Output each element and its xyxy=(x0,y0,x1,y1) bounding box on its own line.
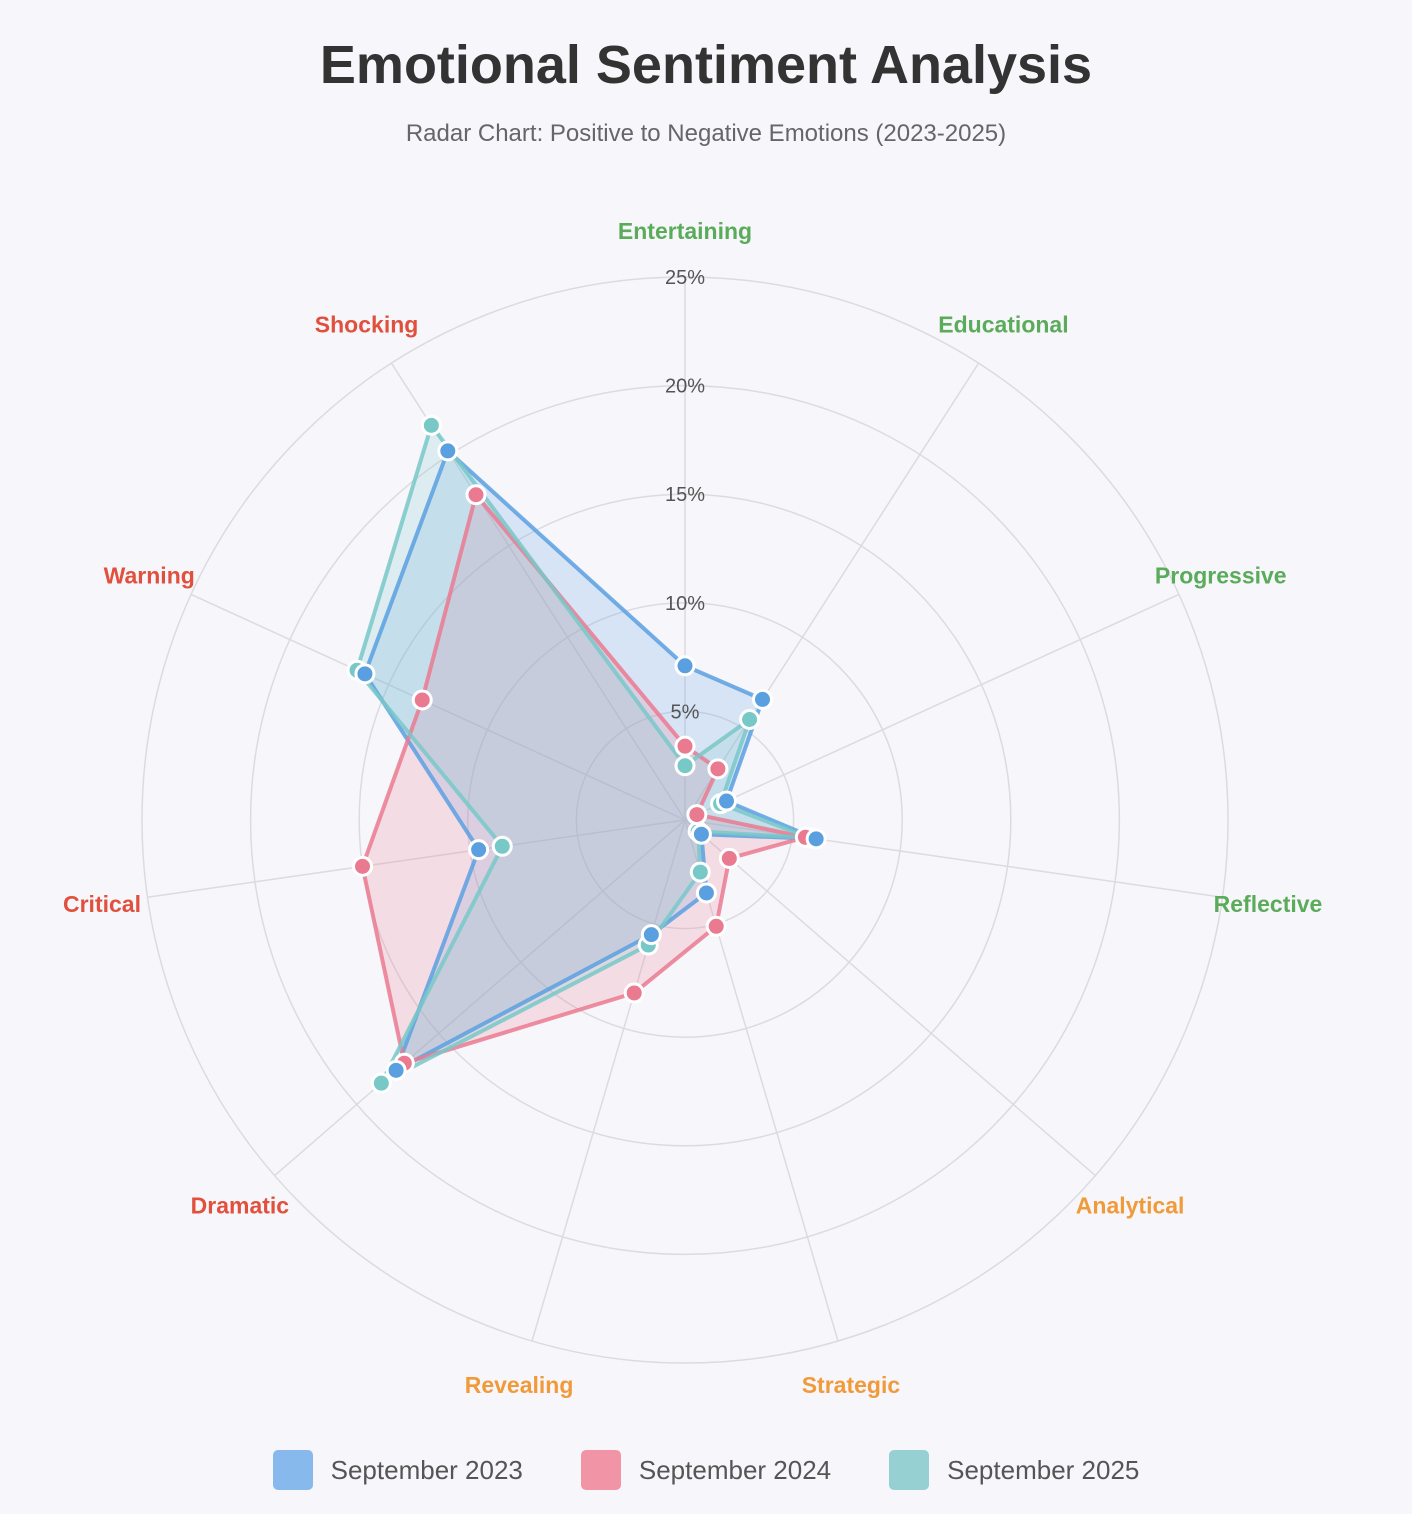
data-point xyxy=(705,915,727,937)
legend-label: September 2025 xyxy=(947,1454,1140,1485)
legend-item-september-2025[interactable]: September 2025 xyxy=(889,1450,1139,1490)
axis-label-shocking: Shocking xyxy=(315,312,419,338)
axis-labels: Entertaining Educational Progressive Reflec… xyxy=(63,218,1322,1398)
axis-spoke xyxy=(684,593,1180,821)
data-point xyxy=(718,847,740,869)
data-point xyxy=(354,663,376,685)
axis-label-warning: Warning xyxy=(104,562,195,588)
data-point xyxy=(690,823,712,845)
axis-spoke xyxy=(274,819,686,1177)
axis-spoke xyxy=(531,819,686,1342)
legend-item-september-2023[interactable]: September 2023 xyxy=(272,1450,523,1490)
data-point xyxy=(752,688,774,710)
data-point xyxy=(370,1072,392,1094)
series-areas xyxy=(357,425,817,1084)
data-point xyxy=(465,484,487,506)
series-area xyxy=(357,425,810,1084)
series-line xyxy=(362,448,819,1073)
data-point xyxy=(640,924,662,946)
data-point xyxy=(707,758,729,780)
axis-label-critical: Critical xyxy=(63,891,141,917)
radial-tick-labels: 5% 10% 15% 20% 25% xyxy=(665,267,705,723)
series-area xyxy=(364,450,817,1071)
axis-label-revealing: Revealing xyxy=(465,1372,574,1398)
series-area xyxy=(362,494,806,1064)
data-point xyxy=(674,655,696,677)
data-point xyxy=(739,709,761,731)
axis-label-entertaining: Entertaining xyxy=(618,218,752,244)
legend-swatch xyxy=(580,1450,621,1490)
data-point xyxy=(352,855,374,877)
chart-subtitle: Radar Chart: Positive to Negative Emotio… xyxy=(405,120,1007,147)
data-point xyxy=(491,835,513,857)
legend-label: September 2024 xyxy=(638,1454,832,1485)
tick-label: 25% xyxy=(665,267,705,289)
tick-label: 20% xyxy=(665,376,705,398)
data-point xyxy=(689,861,711,883)
radar-chart: 5% 10% 15% 20% 25% Entertaining Educational Pr… xyxy=(63,218,1322,1398)
tick-label: 5% xyxy=(671,701,700,723)
series-points xyxy=(346,414,827,1094)
axis-label-progressive: Progressive xyxy=(1155,562,1287,588)
data-point xyxy=(623,982,645,1004)
legend-item-september-2024[interactable]: September 2024 xyxy=(580,1450,832,1490)
legend: September 2023 September 2024 September … xyxy=(0,1448,1412,1492)
data-point xyxy=(674,755,696,777)
axis-label-strategic: Strategic xyxy=(802,1372,901,1398)
data-point xyxy=(411,689,433,711)
axis-label-educational: Educational xyxy=(938,312,1068,338)
data-point xyxy=(420,414,442,436)
legend-swatch xyxy=(889,1450,930,1490)
axis-spoke xyxy=(684,362,980,821)
data-point xyxy=(715,790,737,812)
axis-label-analytical: Analytical xyxy=(1076,1193,1185,1219)
data-point xyxy=(695,882,717,904)
data-point xyxy=(805,828,827,850)
data-point xyxy=(385,1059,407,1081)
data-point xyxy=(468,839,490,861)
tick-label: 15% xyxy=(665,484,705,506)
grid xyxy=(141,276,1229,1364)
axis-label-reflective: Reflective xyxy=(1214,891,1323,917)
series-line xyxy=(355,423,812,1086)
data-point xyxy=(437,440,459,462)
axis-spoke xyxy=(190,593,686,821)
legend-label: September 2023 xyxy=(330,1454,523,1485)
data-point xyxy=(686,804,708,826)
axis-spoke xyxy=(684,819,839,1342)
axis-spoke xyxy=(147,819,686,899)
axis-label-dramatic: Dramatic xyxy=(191,1193,290,1219)
chart-title: Emotional Sentiment Analysis xyxy=(319,35,1093,95)
legend-swatch xyxy=(272,1450,313,1490)
data-point xyxy=(674,735,696,757)
axis-spoke xyxy=(684,819,1096,1177)
tick-label: 10% xyxy=(665,593,705,615)
